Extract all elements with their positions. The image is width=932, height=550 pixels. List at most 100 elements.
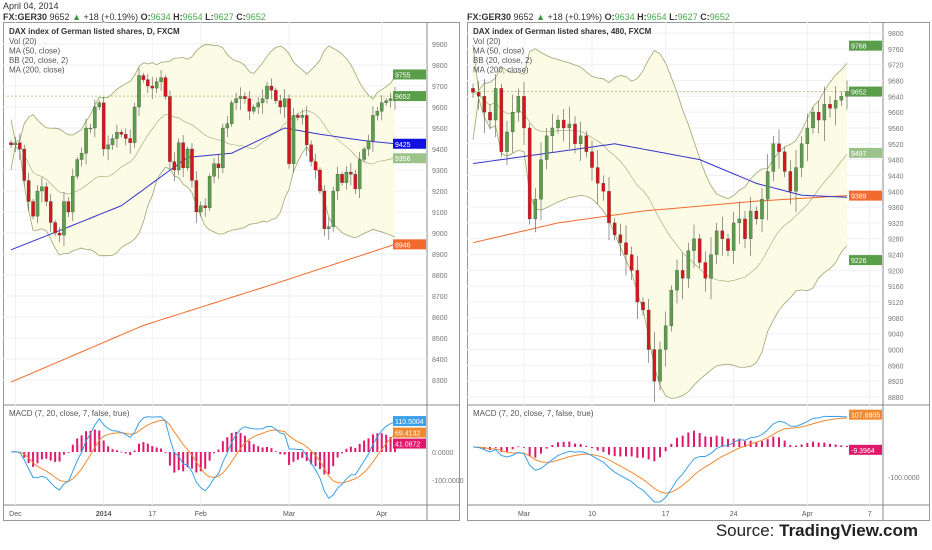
macd-histogram-bar	[823, 442, 826, 447]
x-tick-label: 17	[148, 511, 156, 518]
macd-histogram-bar	[243, 435, 246, 452]
candle-up	[714, 230, 719, 255]
macd-histogram-bar	[840, 445, 843, 447]
candle-up	[115, 132, 119, 139]
macd-histogram-bar	[761, 441, 763, 447]
candle-up	[84, 127, 88, 154]
candle-down	[561, 119, 566, 129]
candle-down	[754, 210, 759, 220]
candle-up	[331, 190, 335, 227]
candle-down	[163, 77, 168, 97]
candle-down	[119, 132, 124, 135]
candle-up	[13, 142, 18, 145]
macd-histogram-bar	[323, 452, 326, 475]
macd-value-label: 41.0872	[395, 442, 420, 449]
candle-up	[845, 91, 849, 97]
candle-up	[669, 290, 674, 326]
macd-histogram-bar	[608, 447, 610, 455]
macd-histogram-bar	[54, 452, 57, 462]
candle-up	[212, 163, 216, 177]
macd-histogram-bar	[349, 446, 352, 452]
candle-down	[522, 96, 526, 129]
price-label: 9389	[851, 194, 867, 201]
x-tick-label: Apr	[802, 511, 814, 518]
symbol[interactable]: FX:GER30	[467, 12, 512, 22]
close-label: C:	[236, 12, 246, 22]
candle-up	[291, 115, 296, 164]
macd-histogram-bar	[235, 431, 238, 452]
macd-histogram-bar	[812, 441, 814, 447]
macd-histogram-bar	[226, 437, 229, 452]
macd-histogram-bar	[168, 452, 171, 466]
480-chart[interactable]: 9800 9760 9720 9680 9640 9600 9560 9520 9480 9440…	[467, 22, 930, 521]
quote-bar-right: FX:GER30 9652 ▲ +18 (+0.19%) O:9634 H:96…	[467, 12, 730, 22]
candle-up	[771, 143, 776, 172]
x-tick-label: 2014	[96, 511, 112, 518]
macd-histogram-bar	[296, 452, 299, 460]
macd-value-label: 69.4132	[395, 431, 420, 438]
macd-value-label-bg	[393, 427, 426, 438]
candle-down	[57, 232, 62, 236]
price-label-bg	[393, 138, 426, 149]
candle-down	[782, 151, 787, 172]
symbol[interactable]: FX:GER30	[3, 12, 48, 22]
x-tick-label: Mar	[518, 511, 531, 518]
candle-down	[247, 98, 252, 112]
quote-bar-left: FX:GER30 9652 ▲ +18 (+0.19%) O:9634 H:96…	[3, 12, 266, 22]
candle-down	[26, 180, 31, 202]
macd-histogram-bar	[279, 452, 282, 455]
y-tick-label: 8700	[432, 294, 448, 301]
macd-histogram-bar	[551, 444, 554, 447]
open-value: 9634	[614, 12, 635, 22]
indicator-legend: Vol (20)	[9, 37, 37, 46]
candle-down	[595, 167, 600, 184]
y-tick-label: 8920	[888, 379, 904, 386]
candle-down	[318, 169, 322, 192]
macd-histogram-bar	[367, 438, 370, 452]
price-label-bg	[393, 239, 426, 250]
candle-down	[172, 161, 177, 171]
macd-histogram-bar	[545, 447, 548, 449]
macd-histogram-bar	[376, 433, 379, 452]
macd-histogram-bar	[715, 435, 718, 447]
candle-down	[18, 142, 22, 150]
macd-histogram-bar	[687, 432, 690, 447]
candle-down	[476, 92, 481, 97]
macd-histogram-bar	[636, 447, 639, 458]
macd-histogram-bar	[806, 442, 809, 447]
candle-up	[344, 171, 349, 183]
candle-up	[833, 100, 838, 109]
macd-value-label-bg	[393, 438, 426, 449]
candle-down	[652, 349, 657, 382]
candle-down	[296, 115, 300, 118]
macd-histogram-bar	[129, 452, 132, 456]
macd-histogram-bar	[120, 451, 123, 453]
source-prefix: Source:	[715, 521, 780, 540]
price-label-bg	[849, 86, 882, 97]
daily-chart[interactable]: 9900 9800 9700 9600 9500 9400 9300 9200 9100 9000…	[3, 22, 464, 521]
candle-down	[720, 230, 725, 239]
candle-up	[709, 254, 713, 279]
indicator-legend: Vol (20)	[473, 37, 501, 46]
macd-histogram-bar	[288, 452, 291, 465]
y-tick-label: 9360	[888, 205, 904, 212]
candle-down	[816, 111, 821, 121]
macd-tick-label: -100.0000	[888, 475, 920, 482]
macd-histogram-bar	[204, 452, 207, 469]
macd-value-label-bg	[849, 409, 882, 420]
macd-histogram-bar	[517, 446, 520, 448]
candle-up	[88, 127, 93, 130]
candle-up	[760, 199, 764, 220]
macd-histogram-bar	[506, 447, 508, 452]
macd-histogram-bar	[76, 438, 79, 452]
macd-histogram-bar	[693, 430, 695, 447]
y-tick-label: 9280	[888, 237, 904, 244]
macd-histogram-bar	[500, 447, 503, 452]
source-brand[interactable]: TradingView.com	[779, 521, 918, 540]
candle-down	[22, 148, 26, 181]
macd-histogram-bar	[336, 452, 339, 458]
macd-value-label-bg	[849, 444, 882, 455]
candle-down	[777, 143, 781, 152]
macd-histogram-bar	[217, 449, 220, 452]
macd-histogram-bar	[354, 447, 357, 452]
